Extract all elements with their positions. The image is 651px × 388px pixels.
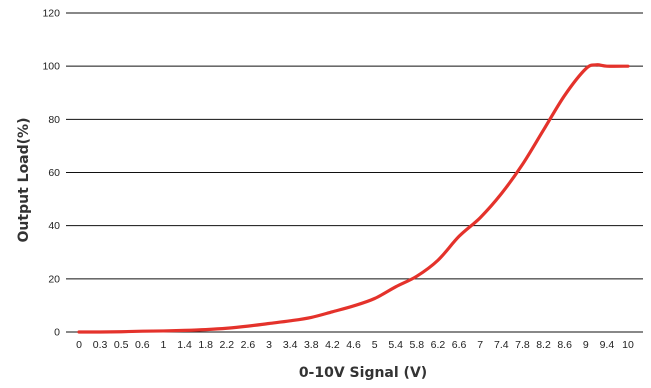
x-tick-label: 3.8 [304, 339, 319, 351]
y-tick-label: 60 [48, 167, 60, 179]
x-tick-label: 8.2 [536, 339, 551, 351]
x-tick-label: 3 [266, 339, 272, 351]
y-tick-label: 120 [42, 8, 60, 20]
x-tick-label: 9.4 [600, 339, 615, 351]
output-load-curve [77, 63, 630, 334]
x-tick-label: 3.4 [283, 339, 298, 351]
x-tick-label: 4.6 [346, 339, 361, 351]
x-tick-label: 2.2 [220, 339, 235, 351]
x-tick-label: 7 [477, 339, 483, 351]
y-tick-label: 80 [48, 114, 60, 126]
x-axis-title: 0-10V Signal (V) [299, 365, 427, 381]
x-tick-label: 6.2 [431, 339, 446, 351]
y-tick-labels: 0 20 40 60 80 100 120 [42, 8, 60, 339]
x-tick-label: 6.6 [452, 339, 467, 351]
x-tick-label: 0.6 [135, 339, 150, 351]
x-tick-label: 5.4 [388, 339, 403, 351]
x-tick-labels: 0 0.3 0.5 0.6 1 1.4 1.8 2.2 2.6 3 3.4 3.8 4.2 4.6 5 5.4… [76, 339, 634, 351]
x-tick-label: 1 [161, 339, 167, 351]
x-tick-label: 0.5 [114, 339, 129, 351]
x-tick-label: 5 [372, 339, 378, 351]
x-tick-label: 5.8 [410, 339, 425, 351]
y-tick-label: 20 [48, 273, 60, 285]
x-tick-label: 1.4 [177, 339, 192, 351]
x-tick-label: 8.6 [557, 339, 572, 351]
y-tick-label: 0 [54, 327, 60, 339]
x-tick-label: 4.2 [325, 339, 340, 351]
y-tick-label: 100 [42, 61, 60, 73]
x-tick-label: 2.6 [241, 339, 256, 351]
x-tick-label: 0.3 [93, 339, 108, 351]
x-tick-label: 7.4 [494, 339, 509, 351]
x-tick-label: 7.8 [515, 339, 530, 351]
gridlines [66, 12, 643, 333]
x-tick-label: 10 [622, 339, 634, 351]
x-tick-label: 1.8 [198, 339, 213, 351]
y-axis-title: Output Load(%) [16, 118, 32, 243]
x-tick-label: 9 [583, 339, 589, 351]
y-tick-label: 40 [48, 220, 60, 232]
x-tick-label: 0 [76, 339, 82, 351]
